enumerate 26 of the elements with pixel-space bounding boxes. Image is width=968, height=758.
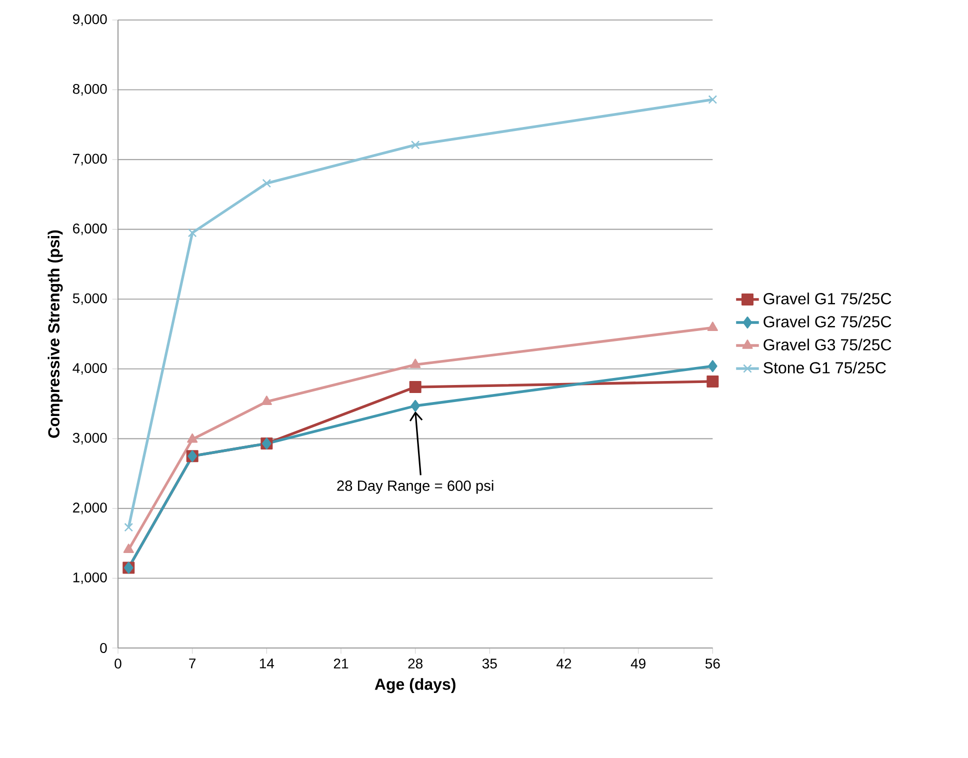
legend-label: Gravel G1 75/25C (764, 292, 892, 304)
x-axis-title: Age (days) (374, 678, 456, 694)
y-tick-label: 9,000 (72, 14, 107, 26)
x-tick-label: 42 (556, 658, 572, 668)
x-tick-label: 35 (482, 658, 497, 669)
y-tick-label: 0 (100, 643, 107, 653)
legend-label: Stone G1 75/25C (764, 362, 886, 374)
y-tick-label: 4,000 (72, 363, 107, 375)
y-tick-label: 8,000 (72, 84, 107, 96)
y-tick-label: 3,000 (72, 432, 107, 444)
legend-label: Gravel G3 75/25C (764, 338, 892, 350)
annotation: 28 Day Range = 600 psi (337, 480, 494, 494)
x-tick-label: 0 (114, 658, 122, 669)
legend-label: Gravel G2 75/25C (764, 316, 892, 328)
y-axis-title: Compressive Strength (psi) (48, 230, 63, 438)
x-tick-label: 28 (408, 658, 423, 669)
x-tick-label: 7 (189, 658, 196, 668)
y-tick-label: 1,000 (73, 572, 107, 584)
x-tick-label: 56 (705, 658, 720, 669)
y-tick-label: 2,000 (73, 502, 107, 514)
y-tick-label: 5,000 (72, 293, 107, 305)
x-tick-label: 14 (260, 658, 274, 668)
x-tick-label: 49 (630, 658, 646, 669)
y-tick-label: 6,000 (73, 224, 107, 236)
y-tick-label: 7,000 (73, 154, 107, 166)
x-tick-label: 21 (334, 658, 348, 668)
